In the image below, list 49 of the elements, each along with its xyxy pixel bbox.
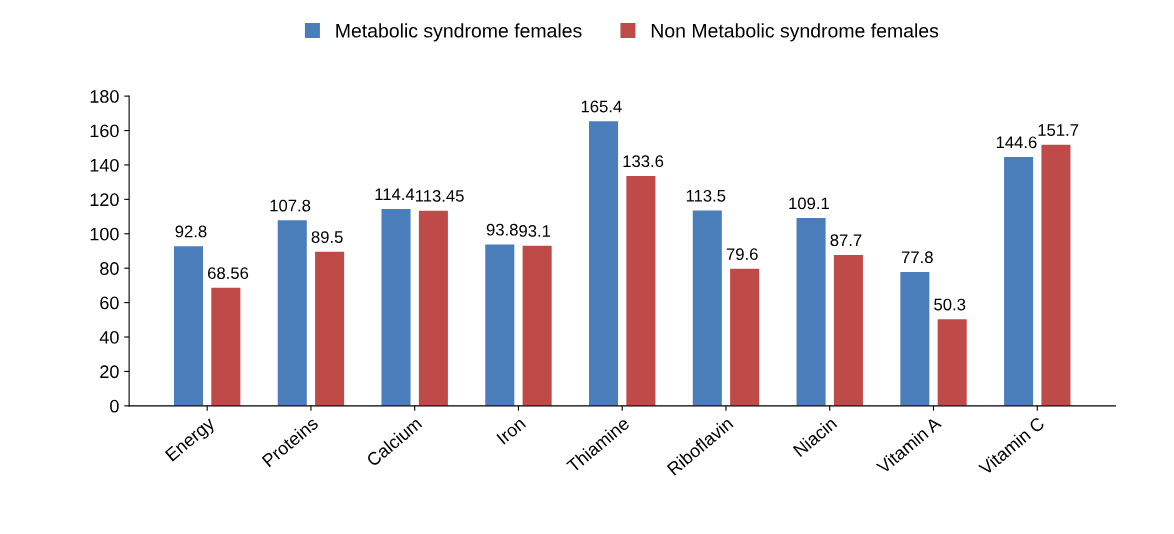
y-tick-label: 180 — [90, 90, 119, 103]
bar — [418, 210, 448, 406]
y-tick-label: 40 — [99, 330, 119, 344]
bar — [796, 218, 826, 406]
data-label: 107.8 — [270, 199, 311, 212]
data-label: 109.1 — [789, 197, 829, 210]
x-tick-label: Iron — [496, 416, 527, 445]
y-tick-label: 100 — [90, 227, 119, 241]
bar — [692, 210, 722, 406]
y-tick-label: 140 — [90, 158, 119, 172]
bar — [211, 287, 241, 406]
bar — [1041, 144, 1071, 406]
data-label: 133.6 — [623, 155, 664, 168]
data-label: 79.6 — [726, 248, 758, 261]
bar — [173, 246, 204, 406]
data-label: 114.4 — [375, 188, 415, 200]
bar — [937, 319, 967, 406]
bar — [626, 175, 656, 406]
data-label: 77.8 — [901, 251, 933, 264]
data-label: 68.56 — [208, 267, 249, 280]
y-tick-label: 0 — [110, 399, 119, 413]
bar — [833, 254, 863, 406]
data-label: 165.4 — [581, 100, 622, 113]
data-label: 87.7 — [830, 234, 862, 247]
bar — [277, 220, 307, 406]
data-label: 93.8 — [486, 223, 518, 236]
bar — [589, 121, 619, 406]
data-label: 151.7 — [1038, 124, 1079, 136]
legend-label: Metabolic syndrome females — [336, 23, 582, 42]
bar — [315, 251, 345, 406]
legend-label: Non Metabolic syndrome females — [651, 23, 939, 42]
y-tick-label: 60 — [100, 296, 119, 310]
bar — [381, 209, 411, 406]
bar — [485, 244, 515, 406]
y-tick-label: 80 — [100, 262, 119, 275]
y-tick-label: 20 — [100, 365, 119, 379]
y-tick-label: 120 — [90, 193, 119, 207]
data-label: 113.5 — [686, 189, 726, 202]
data-label: 50.3 — [934, 298, 966, 311]
data-label: 92.8 — [175, 225, 207, 238]
data-label: 89.5 — [311, 231, 343, 243]
data-label: 144.6 — [996, 136, 1037, 149]
data-label: 93.1 — [519, 224, 551, 237]
bar — [522, 245, 552, 406]
bar — [730, 268, 760, 406]
bar — [1004, 157, 1034, 406]
data-label: 113.45 — [415, 189, 464, 202]
y-tick-label: 160 — [90, 124, 119, 138]
bar — [900, 271, 930, 406]
